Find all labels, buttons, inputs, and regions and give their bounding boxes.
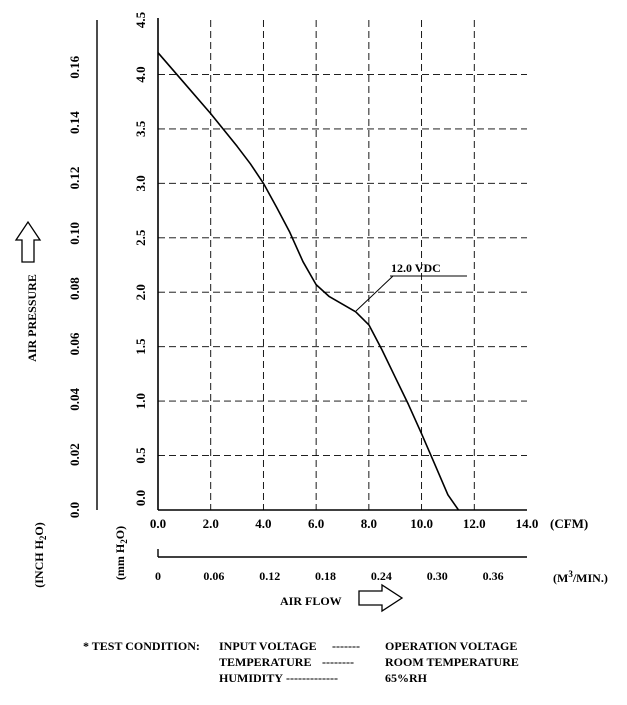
y-tick-label-mm: 4.5 [133, 11, 148, 28]
up-arrow-icon [14, 220, 42, 263]
series-line [157, 52, 460, 511]
x-tick-label-cfm: 14.0 [516, 516, 539, 531]
test-condition-heading: * TEST CONDITION: [83, 639, 200, 653]
right-arrow-icon [358, 583, 404, 613]
x-tick-label-cfm: 12.0 [463, 516, 486, 531]
series-layer [157, 52, 460, 511]
condition-name: TEMPERATURE [219, 655, 311, 669]
y-tick-label-mm: 2.0 [133, 284, 148, 300]
curve-label: 12.0 VDC [391, 261, 441, 275]
y-tick-label-inch: 0.06 [67, 332, 82, 355]
x-tick-label-m3: 0.36 [483, 569, 504, 583]
x-unit-cfm: (CFM) [550, 516, 588, 531]
axes: 0.00.020.040.060.080.100.120.140.160.00.… [67, 11, 538, 583]
y-tick-label-mm: 0.0 [133, 490, 148, 506]
x-tick-label-m3: 0.06 [203, 569, 224, 583]
y-tick-label-mm: 3.0 [133, 175, 148, 191]
y-axis-label: AIR PRESSURE [25, 274, 39, 362]
y-tick-label-inch: 0.14 [67, 111, 82, 134]
y-tick-label-mm: 1.5 [133, 338, 148, 355]
x-tick-label-m3: 0.30 [427, 569, 448, 583]
curve-label-leader [355, 275, 394, 312]
y-unit-mm: (mm H2O) [113, 526, 129, 580]
x-tick-label-m3: 0.18 [315, 569, 336, 583]
condition-leader: ------------- [286, 671, 338, 685]
x-tick-label-m3: 0 [155, 569, 161, 583]
condition-value: OPERATION VOLTAGE [385, 639, 517, 653]
x-tick-label-cfm: 6.0 [308, 516, 324, 531]
x-tick-label-cfm: 8.0 [361, 516, 377, 531]
condition-value: 65%RH [385, 671, 428, 685]
y-tick-label-inch: 0.16 [67, 55, 82, 78]
x-tick-label-cfm: 10.0 [410, 516, 433, 531]
test-condition: * TEST CONDITION: INPUT VOLTAGE ------- … [83, 639, 519, 685]
condition-leader: ------- [332, 639, 360, 653]
grid-lines [158, 20, 527, 510]
y-tick-label-inch: 0.04 [67, 387, 82, 410]
y-tick-label-inch: 0.08 [67, 277, 82, 300]
y-tick-label-mm: 2.5 [133, 229, 148, 246]
y-tick-label-mm: 0.5 [133, 447, 148, 464]
y-tick-label-mm: 4.0 [133, 66, 148, 82]
condition-name: INPUT VOLTAGE [219, 639, 317, 653]
y-tick-label-mm: 3.5 [133, 120, 148, 137]
x-tick-label-cfm: 4.0 [255, 516, 271, 531]
y-tick-label-inch: 0.12 [67, 167, 82, 190]
x-tick-label-cfm: 2.0 [203, 516, 219, 531]
y-tick-label-mm: 1.0 [133, 393, 148, 409]
condition-name: HUMIDITY [219, 671, 283, 685]
x-unit-m3: (M3/MIN.) [553, 569, 608, 585]
x-axis-label: AIR FLOW [280, 594, 342, 608]
condition-leader: -------- [322, 655, 354, 669]
plot-frame [157, 18, 527, 511]
x-tick-label-m3: 0.24 [371, 569, 392, 583]
x-tick-label-cfm: 0.0 [150, 516, 166, 531]
condition-value: ROOM TEMPERATURE [385, 655, 519, 669]
y-tick-label-inch: 0.02 [67, 443, 82, 466]
y-tick-label-inch: 0.0 [67, 502, 82, 518]
x-tick-label-m3: 0.12 [259, 569, 280, 583]
y-tick-label-inch: 0.10 [67, 222, 82, 245]
y-unit-inch: (INCH H2O) [32, 522, 48, 588]
